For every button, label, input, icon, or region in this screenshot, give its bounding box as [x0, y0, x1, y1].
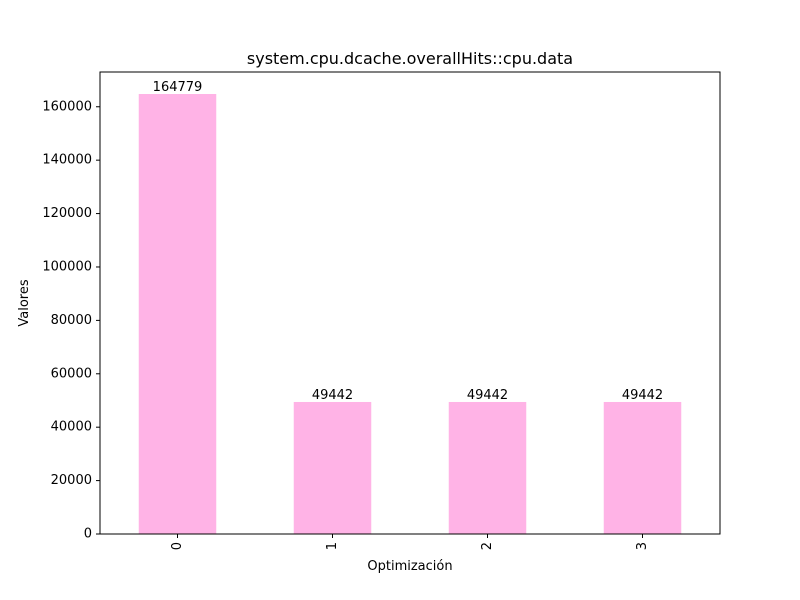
y-axis-label: Valores [17, 279, 32, 326]
y-axis-ticks: 0 20000 40000 60000 80000 100000 120000 140000 1… [42, 99, 100, 542]
x-tick-label-0: 0 [170, 542, 185, 550]
x-tick-label-1: 1 [325, 542, 340, 550]
data-label-2: 49442 [467, 388, 508, 403]
x-axis-label: Optimización [367, 559, 452, 574]
x-tick-label-2: 2 [480, 542, 495, 550]
y-tick-label-4: 80000 [51, 313, 92, 328]
chart-title: system.cpu.dcache.overallHits::cpu.data [247, 49, 573, 68]
bar-1 [293, 401, 372, 534]
y-tick-label-8: 160000 [42, 99, 92, 114]
y-tick-label-1: 20000 [51, 473, 92, 488]
y-tick-label-2: 40000 [51, 420, 92, 435]
data-label-0: 164779 [153, 80, 203, 95]
x-tick-label-3: 3 [635, 542, 650, 550]
y-tick-label-3: 60000 [51, 366, 92, 381]
bar-2 [448, 401, 527, 534]
y-tick-label-6: 120000 [42, 206, 92, 221]
bar-0 [138, 94, 217, 535]
x-axis-ticks: 0 1 2 3 [170, 534, 650, 550]
data-labels-group: 164779 49442 49442 49442 [153, 80, 664, 403]
plot-frame [99, 71, 721, 535]
y-tick-label-5: 100000 [42, 259, 92, 274]
data-label-1: 49442 [312, 388, 353, 403]
y-tick-label-7: 140000 [42, 153, 92, 168]
y-tick-label-0: 0 [84, 527, 92, 542]
bars-group [138, 94, 682, 535]
bar-3 [603, 401, 682, 534]
data-label-3: 49442 [622, 388, 663, 403]
